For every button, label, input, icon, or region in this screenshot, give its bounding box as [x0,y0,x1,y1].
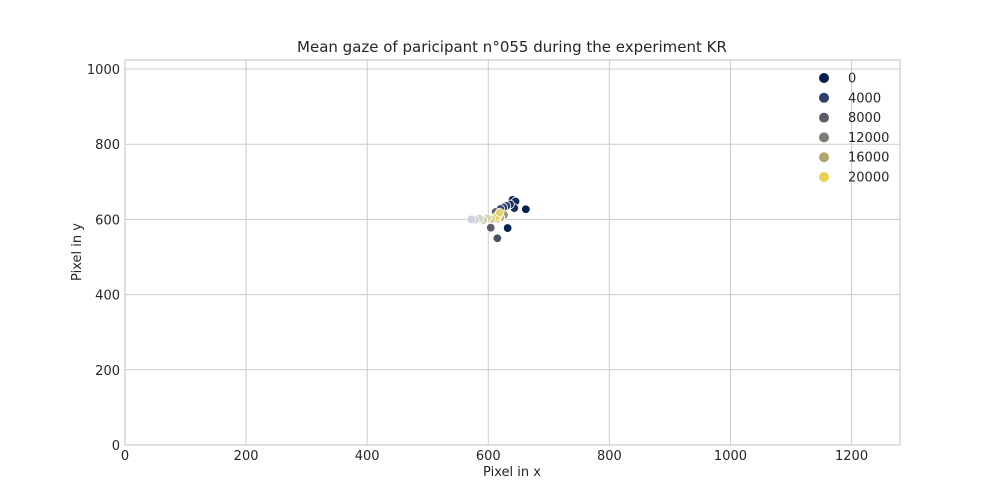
x-tick-label: 1200 [835,449,868,464]
legend-marker [819,172,829,182]
x-tick-label: 400 [355,449,380,464]
x-tick-labels: 0 200 400 600 800 1000 1200 [121,449,868,464]
y-tick-label: 0 [112,439,120,454]
y-tick-label: 600 [95,213,120,228]
legend-marker [819,132,829,143]
legend-label: 0 [848,72,856,87]
legend-marker [819,112,829,123]
x-tick-label: 1000 [714,449,747,464]
legend-label: 4000 [848,91,881,106]
legend-label: 16000 [848,151,889,166]
gaze-point [502,223,513,233]
gaze-point [495,207,505,218]
legend-marker [819,73,829,83]
grid [124,60,900,446]
scatter-points [466,195,531,243]
gaze-point [466,214,477,225]
gaze-point [492,233,503,243]
y-tick-labels: 0 200 400 600 800 1000 [87,63,120,454]
x-tick-label: 600 [476,449,501,464]
chart-title: Mean gaze of paricipant n°055 during the… [297,38,727,56]
legend-marker [819,152,829,163]
y-axis-label: Pixel in y [70,223,85,281]
y-tick-label: 800 [95,138,120,153]
x-axis-label: Pixel in x [483,465,541,480]
legend-label: 20000 [848,171,889,186]
gaze-point [486,222,496,233]
legend-marker [819,92,829,103]
x-tick-label: 0 [121,449,129,464]
y-tick-label: 400 [95,289,120,304]
legend: 0 4000 8000 12000 16000 20000 [819,72,889,186]
y-tick-label: 1000 [87,63,120,78]
legend-label: 12000 [848,131,889,146]
y-tick-label: 200 [95,364,120,379]
plot-frame [124,59,901,446]
x-tick-label: 200 [234,449,259,464]
legend-label: 8000 [848,111,881,126]
gaze-point [521,204,531,214]
x-tick-label: 800 [597,449,622,464]
